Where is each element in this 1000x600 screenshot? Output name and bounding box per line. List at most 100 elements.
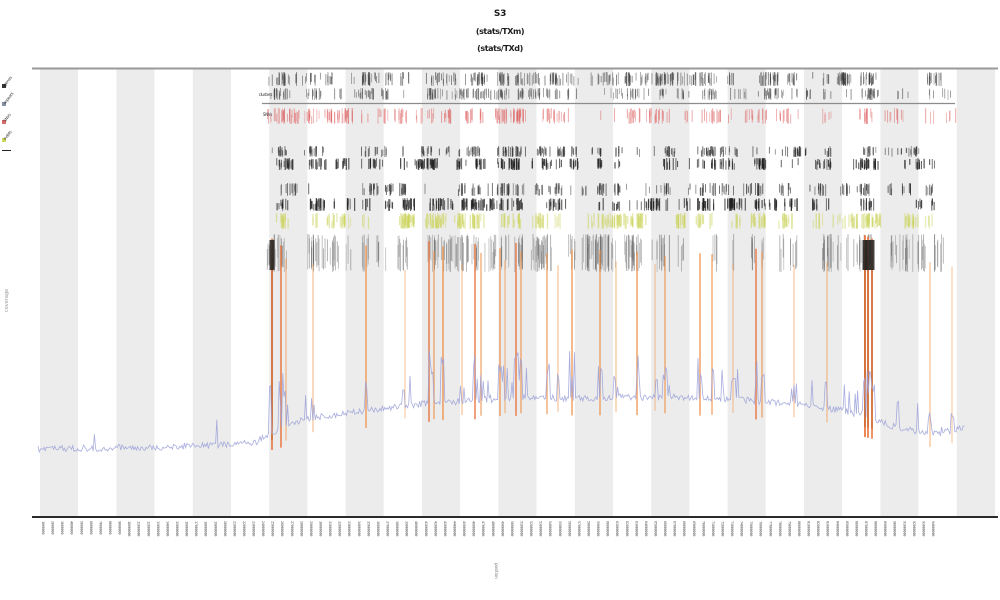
position-tick-label: 9000000 [118, 521, 122, 534]
position-tick-label: 17000000 [194, 521, 198, 536]
chromosome-band [345, 69, 384, 516]
position-tick-label: 30000000 [319, 521, 323, 536]
position-tick-label: 25000000 [271, 521, 275, 536]
position-tick-label: 58000000 [587, 521, 591, 536]
legend-label: SNVs [2, 112, 12, 123]
position-tick-label: 62000000 [625, 521, 629, 536]
position-tick-label: 55000000 [558, 521, 562, 536]
position-tick-label: 28000000 [299, 521, 303, 536]
position-tick-label: 7000000 [98, 521, 102, 534]
position-tick-label: 87000000 [864, 521, 868, 536]
row-label-clusters: clusters [258, 92, 273, 97]
position-tick-label: 72000000 [721, 521, 725, 536]
position-tick-label: 23000000 [252, 521, 256, 536]
position-tick-label: 24000000 [261, 521, 265, 536]
position-tick-label: 13000000 [156, 521, 160, 536]
plot-title: S3 [493, 9, 507, 19]
position-tick-label: 51000000 [520, 521, 524, 536]
legend-line-swatch [2, 150, 11, 151]
position-tick-label: 5000000 [79, 521, 83, 534]
position-tick-label: 15000000 [175, 521, 179, 536]
position-tick-label: 92000000 [912, 521, 916, 536]
position-tick-label: 47000000 [481, 521, 485, 536]
position-tick-label: 10000000 [127, 521, 131, 536]
legend-line-entry [1, 150, 23, 162]
position-tick-label: 54000000 [548, 521, 552, 536]
position-tick-label: 21000000 [232, 521, 236, 536]
legend-swatch [2, 120, 6, 124]
position-tick-label: 94000000 [931, 521, 935, 536]
position-tick-label: 50000000 [510, 521, 514, 536]
position-tick-label: 81000000 [807, 521, 811, 536]
chromosome-band [651, 69, 690, 516]
chromosome-band [116, 69, 155, 516]
chromosome-band [460, 69, 499, 516]
position-tick-label: 12000000 [146, 521, 150, 536]
position-tick-label: 14000000 [165, 521, 169, 536]
chromosome-band [918, 69, 957, 516]
position-tick-label: 93000000 [921, 521, 925, 536]
x-axis-label: position [494, 563, 499, 579]
position-tick-label: 48000000 [491, 521, 495, 536]
position-tick-label: 53000000 [539, 521, 543, 536]
position-tick-label: 71000000 [711, 521, 715, 536]
position-tick-label: 73000000 [730, 521, 734, 536]
legend-swatch [2, 138, 6, 142]
position-tick-label: 75000000 [749, 521, 753, 536]
legend-label: repeats [2, 91, 15, 105]
chromosome-band [613, 69, 652, 516]
row-label-snvs: SNVs [262, 112, 272, 117]
position-tick-label: 83000000 [826, 521, 830, 536]
position-tick-label: 26000000 [280, 521, 284, 536]
position-tick-label: 52000000 [529, 521, 533, 536]
position-tick-label: 76000000 [759, 521, 763, 536]
position-tick-label: 56000000 [567, 521, 571, 536]
position-tick-label: 90000000 [893, 521, 897, 536]
chromosome-band [574, 69, 613, 516]
position-tick-label: 34000000 [357, 521, 361, 536]
position-tick-label: 80000000 [797, 521, 801, 536]
position-tick-label: 61000000 [615, 521, 619, 536]
chromosome-band [689, 69, 728, 516]
chromosome-band [269, 69, 308, 516]
position-tick-label: 31000000 [328, 521, 332, 536]
position-tick-label: 38000000 [395, 521, 399, 536]
position-tick-label: 60000000 [606, 521, 610, 536]
legend-swatch [2, 84, 6, 88]
chromosome-band [422, 69, 461, 516]
chromosome-band [192, 69, 231, 516]
position-tick-label: 64000000 [644, 521, 648, 536]
position-tick-label: 16000000 [185, 521, 189, 536]
position-tick-label: 49000000 [500, 521, 504, 536]
position-tick-label: 3000000 [60, 521, 64, 534]
position-tick-label: 68000000 [682, 521, 686, 536]
chromosome-band [383, 69, 422, 516]
position-tick-label: 63000000 [634, 521, 638, 536]
chromosome-band [765, 69, 804, 516]
position-tick-label: 78000000 [778, 521, 782, 536]
chromosome-band [307, 69, 346, 516]
position-tick-label: 18000000 [204, 521, 208, 536]
position-tick-label: 91000000 [902, 521, 906, 536]
position-tick-label: 29000000 [309, 521, 313, 536]
position-tick-label: 43000000 [443, 521, 447, 536]
position-tick-label: 85000000 [845, 521, 849, 536]
chromosome-band [727, 69, 766, 516]
legend-entry: repeats [1, 91, 23, 108]
chromosome-band [842, 69, 881, 516]
chromosome-band [498, 69, 537, 516]
position-tick-label: 59000000 [596, 521, 600, 536]
position-tick-label: 84000000 [835, 521, 839, 536]
position-tick-label: 46000000 [472, 521, 476, 536]
position-tick-label: 36000000 [376, 521, 380, 536]
legend-entry: indels [1, 129, 23, 144]
position-tick-label: 20000000 [223, 521, 227, 536]
legend-label: indels [2, 129, 13, 141]
position-tick-label: 69000000 [692, 521, 696, 536]
chromosome-band [40, 69, 79, 516]
position-tick-label: 67000000 [673, 521, 677, 536]
position-tick-label: 74000000 [740, 521, 744, 536]
legend-entry: SNVs [1, 112, 23, 126]
position-tick-label: 35000000 [366, 521, 370, 536]
